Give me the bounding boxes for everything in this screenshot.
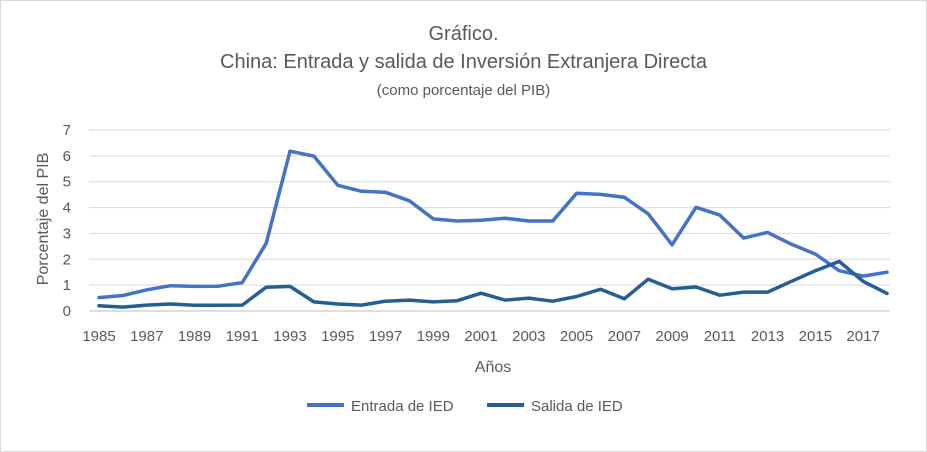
x-tick-label: 2001 (464, 328, 497, 345)
y-tick-label: 7 (63, 122, 71, 139)
x-tick-label: 1999 (417, 328, 450, 345)
series-line-salida (97, 259, 889, 309)
y-tick-label: 3 (63, 225, 71, 242)
y-tick-label: 5 (63, 174, 71, 191)
x-tick-label: 1993 (273, 328, 306, 345)
y-tick-label: 1 (63, 277, 71, 294)
x-tick-label: 1987 (130, 328, 163, 345)
x-tick-label: 1989 (178, 328, 211, 345)
chart-subtitle-units: (como porcentaje del PIB) (376, 82, 551, 99)
x-tick-label: 1995 (321, 328, 354, 345)
chart-title: Gráfico. (428, 23, 499, 45)
y-tick-label: 2 (63, 251, 71, 268)
x-tick-label: 2003 (512, 328, 545, 345)
x-tick-label: 1997 (369, 328, 402, 345)
x-tick-label: 2017 (846, 328, 879, 345)
x-tick-label: 2007 (608, 328, 641, 345)
x-tick-label: 2013 (751, 328, 784, 345)
y-tick-label: 0 (63, 303, 71, 320)
legend-label-salida: Salida de IED (531, 398, 623, 415)
legend-label-entrada: Entrada de IED (351, 398, 454, 415)
x-tick-label: 2009 (655, 328, 688, 345)
x-tick-label: 2011 (704, 328, 736, 345)
y-axis-title: Porcentaje del PIB (35, 153, 52, 286)
x-tick-label: 1985 (82, 328, 115, 345)
x-axis-title: Años (475, 359, 511, 376)
y-tick-label: 4 (63, 200, 71, 217)
series-line-entrada (97, 149, 889, 300)
x-tick-label: 2005 (560, 328, 593, 345)
x-tick-label: 1991 (226, 328, 259, 345)
y-tick-label: 6 (63, 148, 71, 165)
chart-subtitle: China: Entrada y salida de Inversión Ext… (220, 51, 707, 73)
legend: Entrada de IED Salida de IED (307, 398, 623, 415)
x-tick-label: 2015 (799, 328, 832, 345)
